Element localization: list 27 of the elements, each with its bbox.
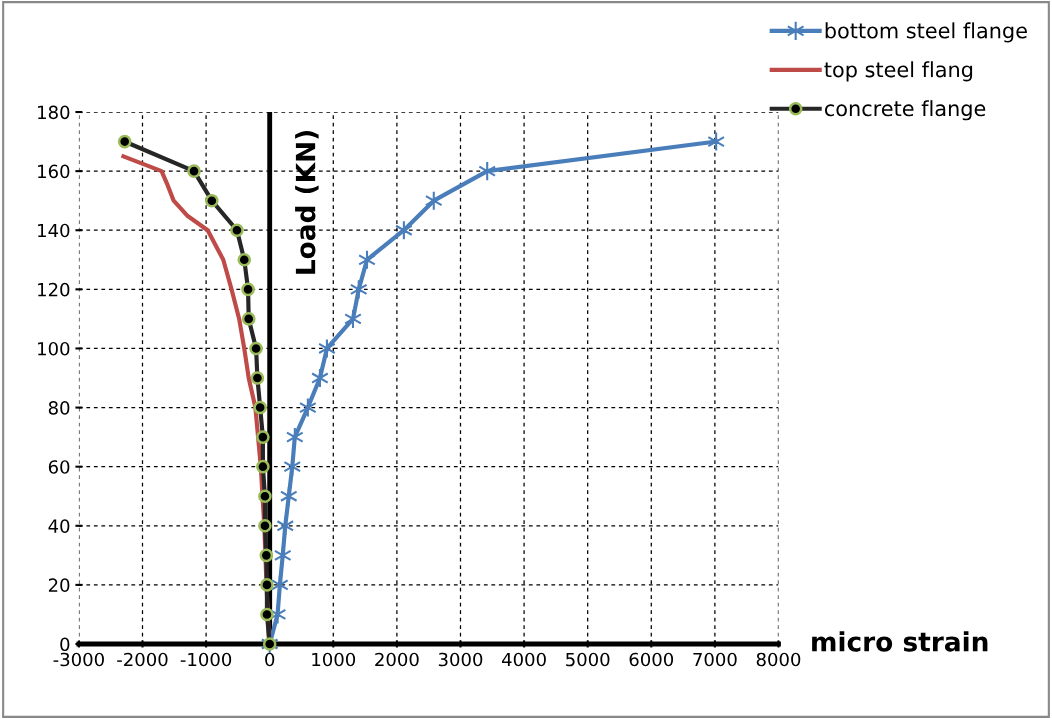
x-tick-label: -2000	[117, 652, 168, 667]
legend-label: bottom steel flange	[825, 22, 1027, 43]
y-tick-label: 160	[38, 164, 70, 179]
x-tick-label: 1000	[312, 652, 356, 667]
x-tick-label: 2000	[375, 652, 419, 667]
x-tick-label: 4000	[501, 652, 546, 667]
x-tick-label: 0	[265, 652, 275, 667]
y-tick-label: 120	[38, 282, 70, 297]
legend-label: top steel flang	[824, 61, 973, 82]
y-tick-label: 0	[60, 637, 70, 652]
y-tick-label: 40	[48, 519, 70, 533]
x-tick-label: -1000	[180, 652, 232, 667]
y-tick-label: 60	[48, 460, 70, 474]
y-tick-label: 180	[38, 105, 70, 120]
y-tick-label: 80	[48, 401, 70, 415]
legend-label: concrete flange	[824, 100, 986, 121]
x-tick-label: -3000	[53, 652, 104, 667]
x-axis-title: micro strain	[812, 631, 988, 652]
x-tick-label: 5000	[566, 652, 610, 667]
y-tick-label: 20	[48, 578, 70, 593]
x-tick-label: 7000	[693, 652, 737, 667]
y-axis-title: Load (KN)	[295, 130, 319, 274]
y-tick-label: 100	[38, 341, 70, 356]
x-tick-label: 8000	[756, 652, 801, 667]
x-tick-label: 3000	[438, 652, 483, 667]
y-tick-label: 140	[38, 223, 70, 238]
x-tick-label: 6000	[629, 652, 674, 667]
